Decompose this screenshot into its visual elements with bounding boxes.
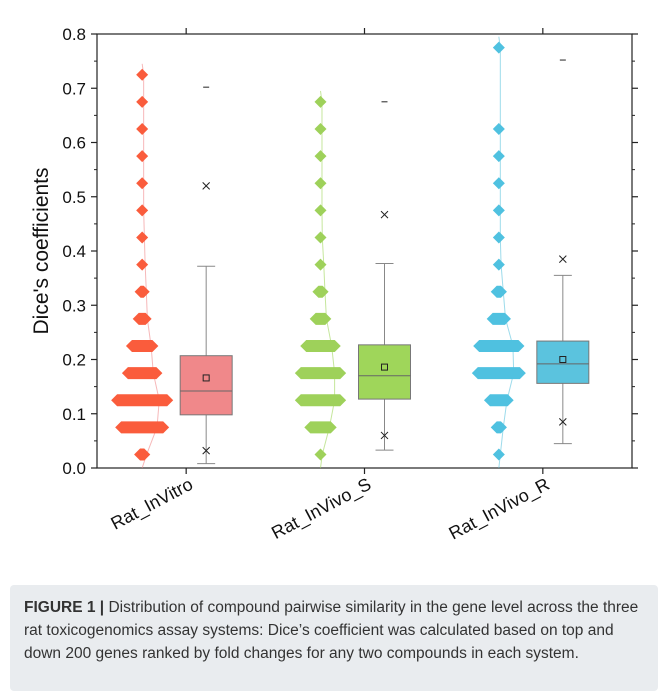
y-tick-label: 0.4: [62, 242, 86, 261]
distribution-bin: [471, 367, 526, 380]
x-tick-label: Rat_InVivo_S: [268, 474, 375, 544]
iqr-box: [358, 344, 411, 400]
distribution-bin: [134, 285, 150, 298]
distribution-curve: [320, 90, 336, 469]
distribution-bin: [294, 367, 347, 380]
distribution-bin: [136, 231, 149, 244]
distribution-bin: [136, 204, 149, 217]
distribution-bin: [314, 204, 327, 217]
distribution-bin: [492, 150, 505, 163]
distribution-bin: [300, 339, 341, 352]
distribution-bin: [111, 394, 174, 407]
mean-marker: [381, 363, 388, 371]
distribution-bin: [136, 68, 149, 81]
distribution-bin: [136, 122, 149, 135]
x-tick-label: Rat_InVitro: [107, 474, 196, 535]
distribution-bin: [314, 150, 327, 163]
distribution-bin: [483, 394, 514, 407]
p1-marker: [380, 431, 389, 440]
distribution-bin: [492, 41, 505, 54]
distribution-bin: [314, 258, 327, 271]
distribution-bin: [136, 95, 149, 108]
distribution-bin: [492, 258, 505, 271]
box-plot-chart: 0.0 0.1 0.2 0.3 0.4 0.5 0.6 0.7 0.8 Dice's coeffi…: [30, 25, 638, 545]
distribution-curve: [498, 36, 515, 469]
distribution-bin: [314, 177, 327, 190]
x-tick-label: Rat_InVivo_R: [446, 474, 554, 545]
y-tick-label: 0.8: [62, 25, 86, 44]
distribution-bin: [134, 448, 151, 461]
y-tick-label: 0.6: [62, 134, 86, 153]
distribution-bin: [490, 285, 507, 298]
plot-frame: [96, 33, 633, 469]
distribution-bin: [294, 394, 347, 407]
mean-marker: [559, 356, 567, 363]
p1-marker: [558, 418, 567, 426]
caption-text: Distribution of compound pairwise simila…: [24, 599, 639, 662]
y-tick-label: 0.1: [62, 405, 86, 424]
distribution-bin: [492, 448, 505, 461]
distribution-bin: [314, 231, 327, 244]
distribution-bin: [309, 312, 332, 325]
caption-label: FIGURE 1 |: [24, 599, 105, 616]
y-tick-label: 0.0: [62, 459, 86, 478]
y-tick-label: 0.5: [62, 188, 86, 207]
distribution-bin: [473, 339, 525, 352]
iqr-box: [179, 355, 233, 416]
p99-marker: [380, 210, 389, 219]
distribution-bin: [314, 448, 327, 461]
distribution-bin: [314, 122, 327, 135]
distribution-bin: [486, 312, 511, 325]
p99-marker: [202, 182, 211, 190]
distribution-bin: [492, 204, 505, 217]
distribution-bin: [115, 421, 170, 434]
figure-caption: FIGURE 1 | Distribution of compound pair…: [10, 585, 658, 691]
distribution-bin: [314, 95, 327, 108]
y-tick-label: 0.7: [62, 79, 86, 98]
p99-marker: [558, 255, 567, 263]
y-tick-label: 0.3: [62, 296, 86, 315]
distribution-bin: [136, 177, 149, 190]
p1-marker: [202, 446, 211, 455]
distribution-bin: [492, 177, 505, 190]
distribution-bin: [136, 150, 149, 163]
distribution-bin: [490, 421, 507, 434]
distribution-bin: [121, 367, 163, 380]
mean-marker: [202, 374, 210, 382]
distribution-bin: [492, 122, 505, 135]
distribution-bin: [304, 421, 337, 434]
y-tick-label: 0.2: [62, 351, 86, 370]
distribution-bin: [312, 285, 329, 298]
y-axis-label: Dice's coefficients: [30, 167, 53, 334]
distribution-bin: [136, 258, 149, 271]
distribution-bin: [125, 339, 159, 352]
distribution-bin: [132, 312, 152, 325]
distribution-bin: [492, 231, 505, 244]
